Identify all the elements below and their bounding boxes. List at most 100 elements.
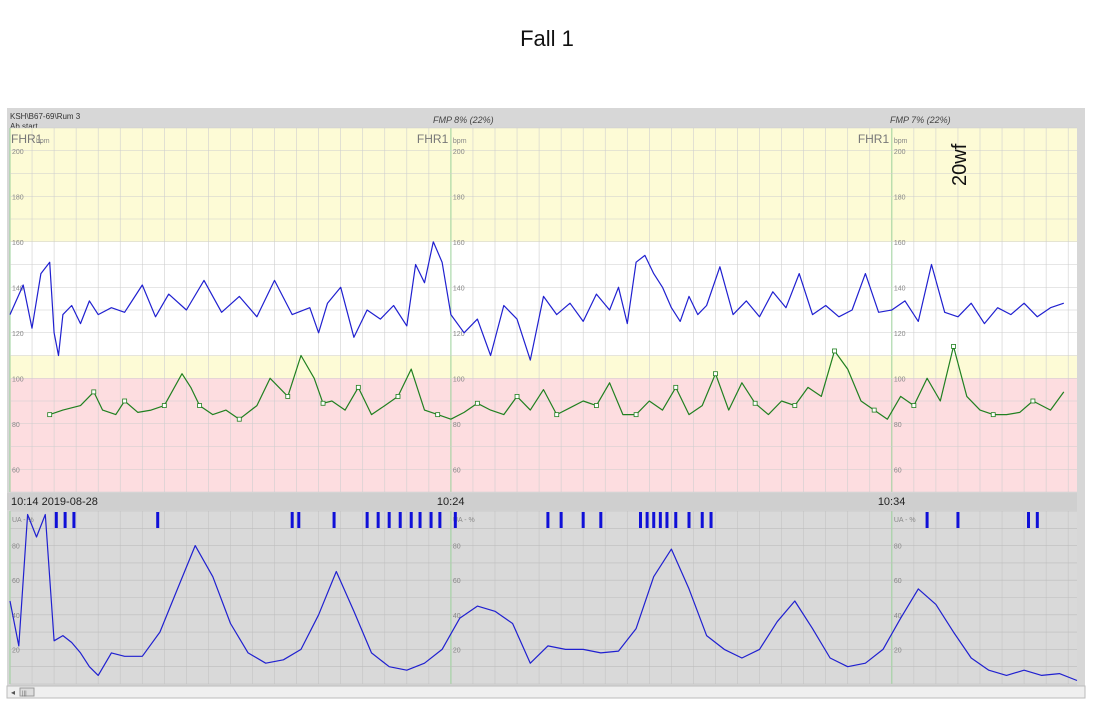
panel-title: UA - % [453, 517, 475, 524]
series-point [871, 407, 877, 413]
y-tick-label: 40 [12, 613, 20, 620]
fhr-band-3 [10, 378, 1077, 492]
series-point [752, 400, 758, 406]
panel-title: UA - % [894, 517, 916, 524]
fmp-label-2: FMP 7% (22%) [890, 115, 951, 125]
series-point [197, 403, 202, 408]
event-mark [398, 512, 402, 528]
time-strip [7, 493, 1077, 510]
y-tick-label: 80 [453, 544, 461, 551]
series-point [236, 416, 242, 422]
y-tick-label: 60 [453, 578, 461, 585]
fhr-band-0 [10, 128, 1077, 242]
series-point [320, 400, 326, 406]
event-mark [559, 512, 563, 528]
scrollbar-thumb[interactable] [19, 687, 35, 697]
event-mark [290, 512, 294, 528]
event-mark [409, 512, 413, 528]
event-mark [429, 512, 433, 528]
series-point [832, 348, 837, 354]
page-title: Fall 1 [520, 26, 574, 51]
y-tick-label: 60 [12, 578, 20, 585]
panel-unit: bpm [36, 138, 50, 145]
y-tick-label: 40 [894, 613, 902, 620]
fhr-band-2 [10, 355, 1077, 379]
series-point [990, 412, 996, 418]
series-line-0-1 [49, 345, 1065, 420]
y-tick-label: 180 [12, 194, 24, 201]
series-point [285, 394, 291, 399]
series-point [395, 394, 401, 399]
event-mark [658, 512, 662, 528]
y-tick-label: 80 [12, 422, 20, 429]
event-mark [925, 512, 929, 528]
y-tick-label: 60 [894, 578, 902, 585]
fhr-panel: 2001801601401201008060FHR1bpm20018016014… [9, 127, 1077, 493]
event-mark [709, 512, 713, 528]
y-tick-label: 80 [453, 422, 461, 429]
event-mark [1035, 512, 1039, 528]
event-mark [297, 512, 301, 528]
handwritten-note: 20wf [949, 143, 971, 186]
series-point [1030, 398, 1036, 404]
y-tick-label: 100 [12, 376, 24, 383]
series-point [594, 403, 599, 408]
event-mark [687, 512, 691, 528]
event-mark [376, 512, 380, 528]
panel-unit: bpm [453, 138, 467, 145]
series-point [47, 412, 53, 418]
event-mark [639, 512, 642, 528]
y-tick-label: 80 [894, 422, 902, 429]
event-mark [332, 512, 336, 528]
event-mark [72, 512, 76, 528]
series-point [713, 371, 718, 377]
event-mark [438, 512, 442, 528]
event-mark [418, 512, 422, 528]
series-point [554, 412, 560, 418]
series-point [91, 389, 97, 395]
event-mark [156, 512, 160, 528]
y-tick-label: 120 [894, 331, 906, 338]
y-tick-label: 20 [12, 647, 20, 654]
event-mark [387, 512, 391, 528]
series-point [951, 343, 956, 349]
series-line-0-0 [9, 241, 1064, 361]
series-point [122, 398, 128, 404]
event-mark [700, 512, 704, 528]
event-mark [956, 512, 960, 528]
time-label: 10:14 2019-08-28 [11, 496, 98, 508]
y-tick-label: 60 [894, 467, 902, 474]
y-tick-label: 100 [894, 376, 906, 383]
y-tick-label: 120 [12, 331, 24, 338]
event-mark [674, 512, 678, 528]
event-mark [1027, 512, 1030, 528]
horizontal-scrollbar[interactable] [6, 685, 1086, 699]
panel-title: FHR1 [858, 132, 890, 146]
panel-unit: bpm [894, 138, 908, 145]
y-tick-label: 20 [453, 647, 461, 654]
event-mark [599, 512, 603, 528]
y-tick-label: 180 [894, 194, 906, 201]
panel-title: UA - % [12, 517, 34, 524]
event-mark [665, 512, 669, 528]
y-tick-label: 140 [12, 285, 24, 292]
series-point [673, 384, 679, 390]
time-label: 10:34 [878, 496, 906, 508]
series-point [435, 412, 441, 418]
event-mark [453, 512, 457, 528]
series-line-1-0 [9, 513, 1078, 682]
event-mark [63, 512, 67, 528]
ua-panel: 80 60 40 20 UA - % 80 60 40 20 UA - % 80 60 40 20 UA -… [9, 510, 1078, 685]
y-tick-label: 100 [453, 376, 465, 383]
y-tick-label: 140 [453, 285, 465, 292]
scroll-left-arrow-icon[interactable]: ◂ [11, 688, 15, 697]
panel-title: FHR1 [417, 132, 449, 146]
series-point [792, 403, 798, 408]
y-tick-label: 160 [453, 240, 465, 247]
location-label: KSH\B67-69\Rum 3 [10, 112, 81, 121]
y-tick-label: 60 [12, 467, 20, 474]
series-point [633, 412, 639, 418]
scrollbar-thumb-grip: ||| [22, 691, 27, 697]
y-tick-label: 140 [894, 285, 906, 292]
